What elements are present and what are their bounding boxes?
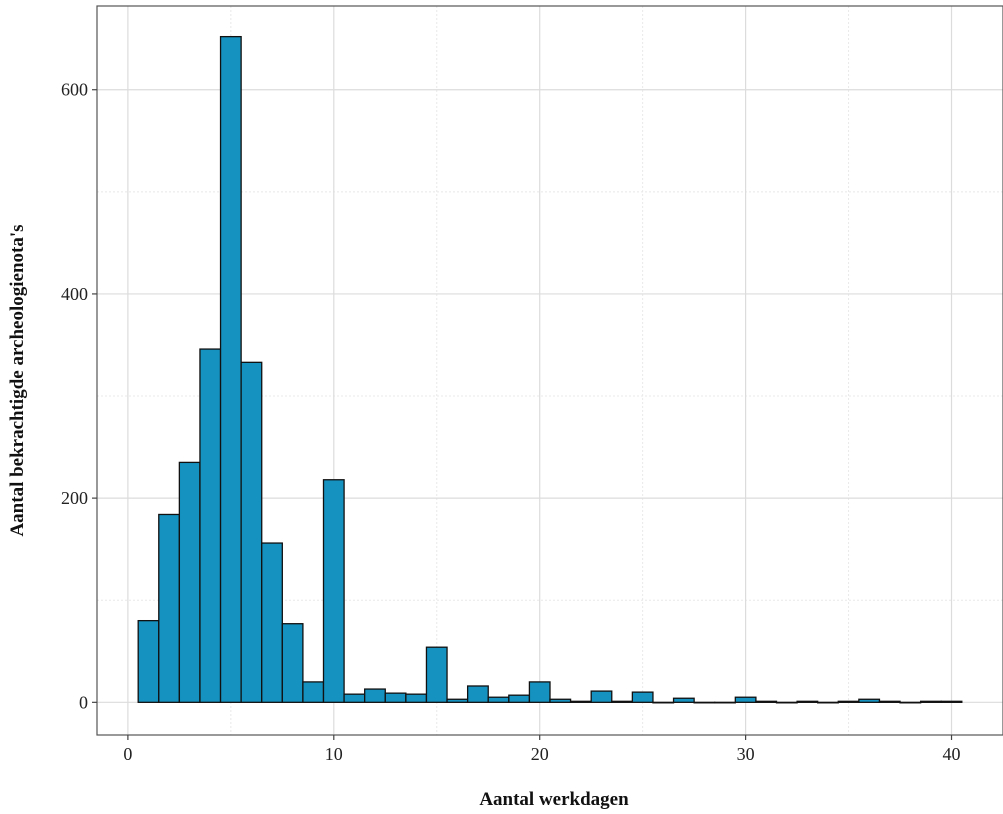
histogram-bar <box>672 697 695 703</box>
x-tick-label: 0 <box>123 744 132 764</box>
y-tick-label: 200 <box>61 488 88 508</box>
histogram-bar <box>652 701 675 704</box>
histogram-bar <box>631 691 654 703</box>
histogram-bar <box>302 681 325 703</box>
histogram-bars <box>137 35 963 704</box>
histogram-bar <box>199 348 222 703</box>
histogram-bar <box>466 685 489 703</box>
histogram-bar <box>734 696 757 703</box>
histogram-bar <box>178 461 201 703</box>
histogram-bar <box>590 690 613 703</box>
histogram-bar <box>364 688 386 703</box>
histogram-bar <box>569 700 592 703</box>
x-tick-label: 10 <box>325 744 343 764</box>
histogram-bar <box>899 701 922 704</box>
histogram-bar <box>858 698 881 703</box>
histogram-bar <box>343 693 366 703</box>
y-tick-label: 0 <box>79 692 88 712</box>
histogram-bar <box>425 646 448 703</box>
histogram-bar <box>796 700 819 703</box>
histogram-bar <box>384 692 407 703</box>
x-tick-label: 20 <box>531 744 549 764</box>
y-axis-title: Aantal bekrachtigde archeologienota's <box>7 224 28 536</box>
histogram-bar <box>322 479 345 703</box>
x-axis-title: Aantal werkdagen <box>479 789 629 810</box>
histogram-bar <box>775 701 798 704</box>
histogram-bar <box>261 542 283 703</box>
histogram-bar <box>487 696 510 703</box>
histogram-bar <box>714 701 736 704</box>
histogram-bar <box>817 701 839 704</box>
x-tick-label: 40 <box>943 744 961 764</box>
y-tick-label: 400 <box>61 284 88 304</box>
histogram-bar <box>219 35 242 703</box>
histogram-bar <box>528 681 551 703</box>
histogram-bar <box>549 698 572 703</box>
histogram-bar <box>240 361 263 703</box>
histogram-bar <box>446 698 469 703</box>
histogram-bar <box>940 700 963 703</box>
y-tick-label: 600 <box>61 80 88 100</box>
histogram-bar <box>611 700 634 703</box>
histogram-bar <box>137 619 160 703</box>
histogram-bar <box>693 701 716 704</box>
histogram-bar <box>919 700 942 703</box>
histogram-bar <box>755 700 778 703</box>
histogram-bar <box>508 694 531 703</box>
histogram-bar <box>281 623 304 703</box>
histogram-bar <box>837 700 860 703</box>
histogram-bar <box>158 513 181 703</box>
plot-panel-border <box>96 5 1003 736</box>
histogram-bar <box>878 700 901 703</box>
histogram-bar <box>405 693 428 703</box>
x-tick-label: 30 <box>737 744 755 764</box>
